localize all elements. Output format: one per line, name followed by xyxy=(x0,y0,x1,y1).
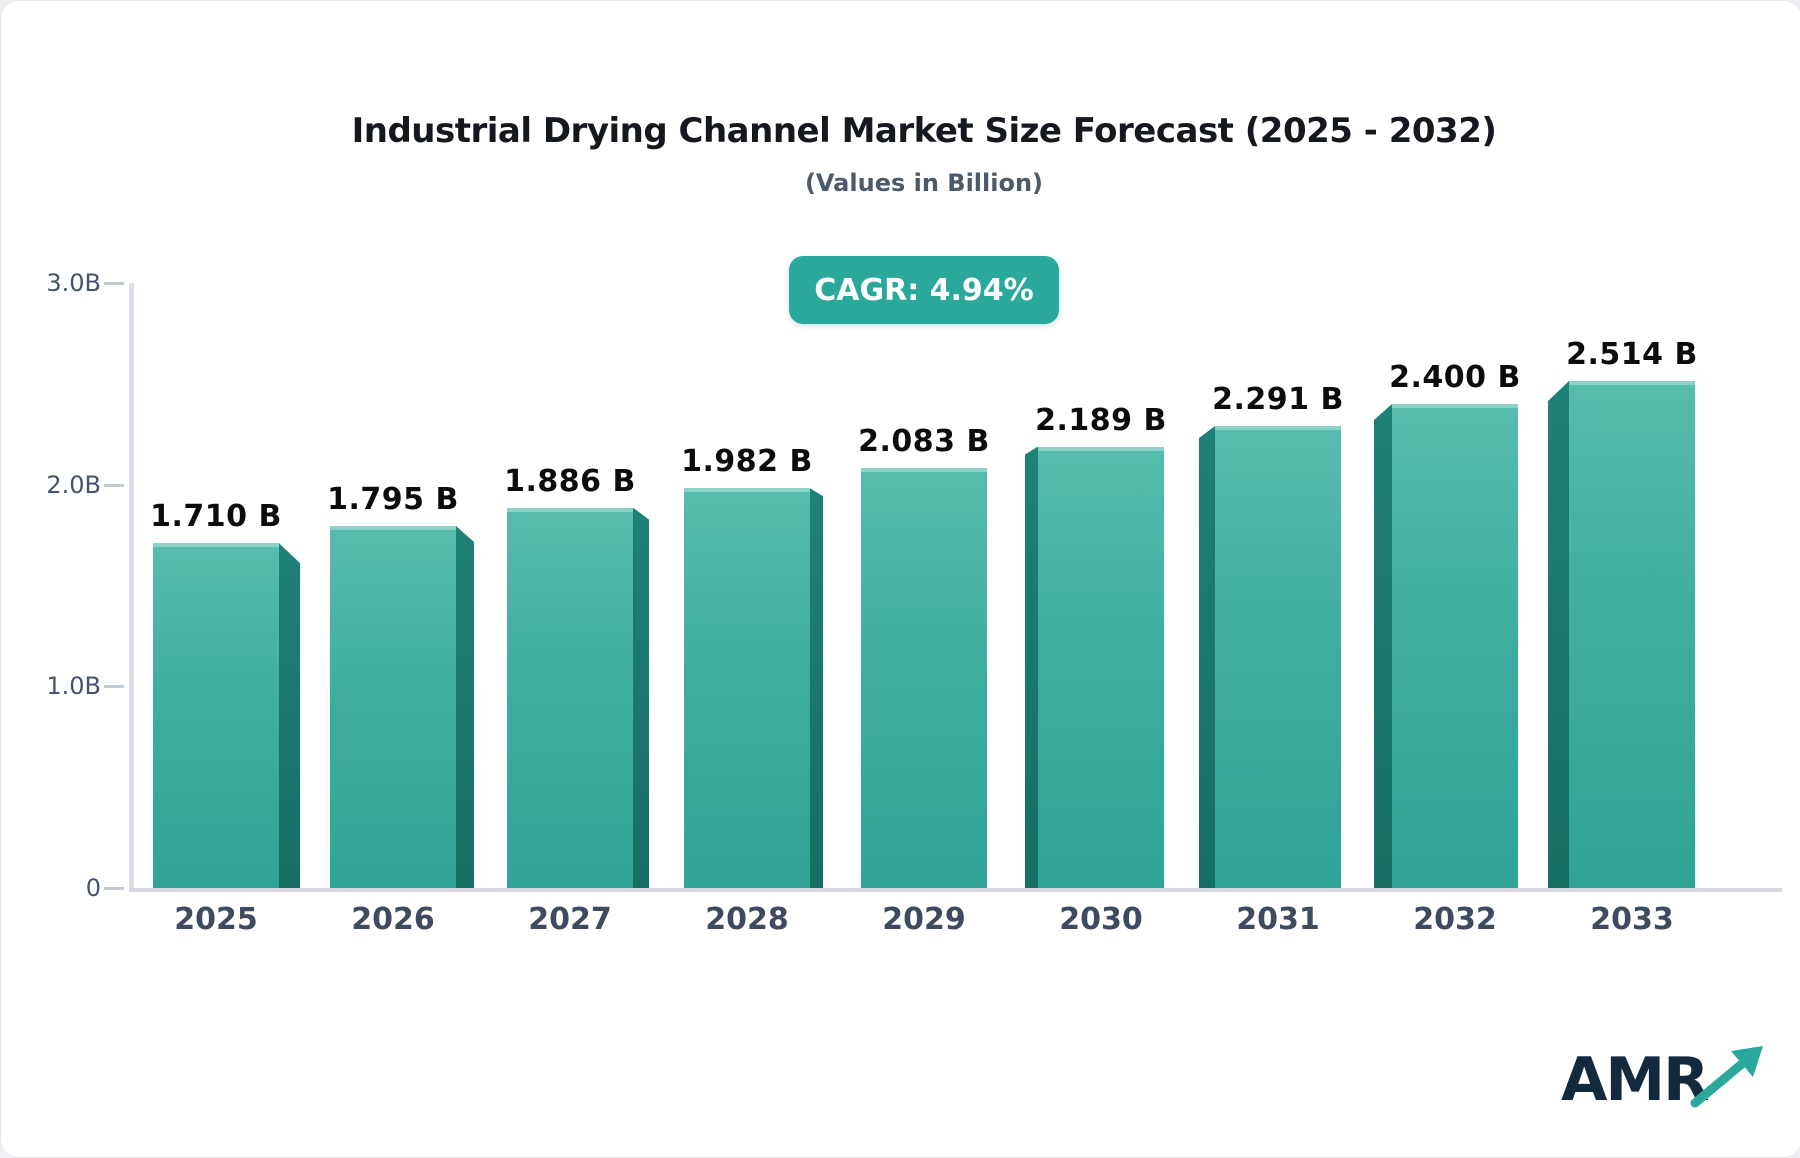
y-axis-tick xyxy=(104,282,124,285)
bar xyxy=(330,526,474,888)
x-axis-label: 2026 xyxy=(351,902,435,937)
amr-logo-text: AMR xyxy=(1561,1045,1709,1115)
bar xyxy=(153,543,300,888)
bar-face xyxy=(1038,446,1164,888)
bar-value-label: 2.514 B xyxy=(1566,337,1698,372)
bar-side-3d xyxy=(810,488,823,888)
bar xyxy=(507,507,649,888)
bar-value-label: 1.710 B xyxy=(150,499,282,535)
bar-face xyxy=(1569,381,1695,888)
bar xyxy=(1374,404,1518,888)
bar xyxy=(861,467,987,888)
bar-side-3d xyxy=(1374,404,1392,888)
bar-side-3d xyxy=(456,526,474,888)
bar-value-label: 2.291 B xyxy=(1212,381,1344,417)
bar xyxy=(1025,446,1164,888)
bar-side-3d xyxy=(1199,425,1215,888)
bar xyxy=(1199,425,1341,888)
chart-subtitle: (Values in Billion) xyxy=(804,169,1044,197)
bar-face xyxy=(861,467,987,888)
bar-face xyxy=(330,526,456,888)
bar-face xyxy=(507,507,633,888)
bar xyxy=(684,488,823,888)
bar-value-label: 2.189 B xyxy=(1035,402,1167,438)
chart-title: Industrial Drying Channel Market Size Fo… xyxy=(351,111,1497,151)
bar-face xyxy=(1392,404,1518,888)
x-axis-baseline xyxy=(129,888,1782,892)
bar-side-3d xyxy=(633,507,649,888)
bar-side-3d xyxy=(1025,446,1038,888)
bar-face xyxy=(684,488,810,888)
y-axis-label: 1.0B xyxy=(46,672,101,701)
bar-side-3d xyxy=(1548,381,1569,888)
x-axis-label: 2031 xyxy=(1236,902,1320,937)
y-axis-tick xyxy=(104,483,124,487)
x-axis-label: 2025 xyxy=(174,902,258,937)
y-axis-label: 0 xyxy=(85,874,101,902)
bar-value-label: 2.083 B xyxy=(858,423,990,459)
x-axis-label: 2027 xyxy=(528,902,612,937)
bar-value-label: 1.982 B xyxy=(681,444,813,480)
bar-face xyxy=(153,543,279,888)
x-axis-label: 2030 xyxy=(1059,902,1143,937)
bar-face xyxy=(1215,425,1341,888)
x-axis-label: 2032 xyxy=(1413,902,1497,937)
bar-side-3d xyxy=(279,543,300,888)
y-axis-tick xyxy=(104,887,124,890)
x-axis-label: 2033 xyxy=(1590,902,1674,937)
cagr-badge: CAGR: 4.94% xyxy=(789,256,1059,324)
bar xyxy=(1548,381,1695,888)
bar-value-label: 1.886 B xyxy=(504,463,636,499)
y-axis-line xyxy=(129,283,134,890)
y-axis-label: 2.0B xyxy=(46,470,101,499)
bar-value-label: 2.400 B xyxy=(1389,360,1521,395)
amr-logo-arrow-icon xyxy=(1690,1046,1763,1108)
x-axis-label: 2029 xyxy=(882,902,966,937)
x-axis-label: 2028 xyxy=(705,902,789,937)
bar-value-label: 1.795 B xyxy=(327,482,459,517)
amr-logo: AMR xyxy=(1561,1045,1781,1135)
y-axis-tick xyxy=(104,685,124,689)
y-axis-label: 3.0B xyxy=(46,269,101,297)
